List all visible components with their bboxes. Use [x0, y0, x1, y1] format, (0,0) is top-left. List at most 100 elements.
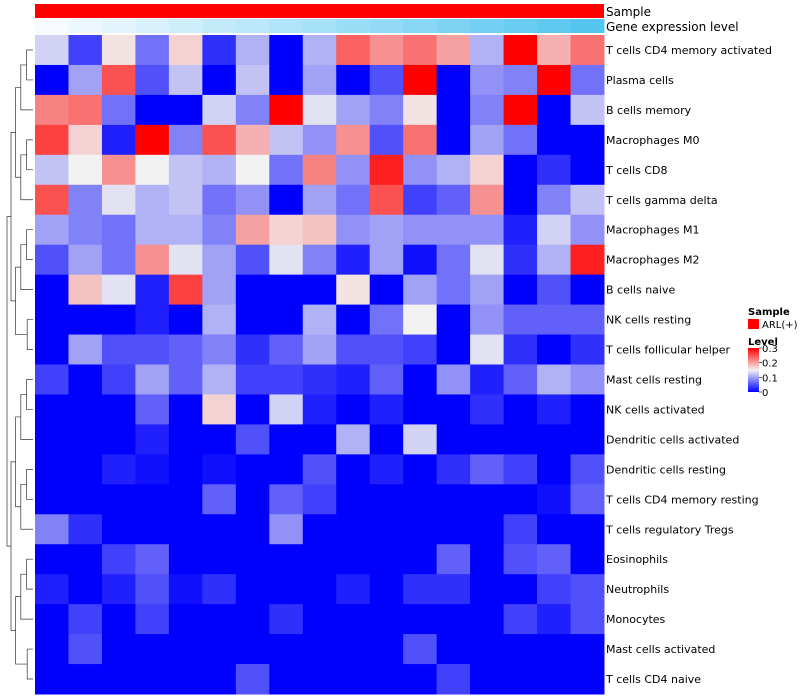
heatmap-cell [403, 454, 438, 485]
heatmap-cell [235, 364, 270, 395]
sample-annotation-label: Sample [606, 5, 651, 19]
heatmap-cell [202, 184, 237, 216]
heatmap-cell [403, 634, 438, 665]
gene-expression-block [168, 19, 203, 33]
heatmap-cell [436, 574, 471, 605]
dendrogram-branch [15, 266, 28, 335]
heatmap-cell [202, 454, 237, 485]
dendrogram-branch [26, 49, 33, 81]
heatmap-cell [336, 394, 371, 425]
heatmap-cell [35, 544, 69, 575]
heatmap-cell [235, 154, 270, 186]
heatmap-cell [269, 394, 304, 425]
heatmap-cell [537, 214, 572, 246]
heatmap-cell [235, 424, 270, 455]
gene-expression-annotation-label: Gene expression level [606, 20, 739, 34]
heatmap-cell [235, 574, 270, 605]
heatmap-cell [68, 484, 103, 515]
heatmap-cell [570, 484, 605, 515]
heatmap-cell [369, 274, 404, 306]
heatmap-cell [235, 184, 270, 216]
heatmap-cell [570, 424, 605, 455]
dendrogram-branch [26, 648, 33, 680]
gene-expression-block [336, 19, 371, 33]
heatmap-cell [302, 454, 337, 485]
heatmap-cell [269, 454, 304, 485]
heatmap-cell [503, 274, 538, 306]
row-label: Macrophages M0 [606, 134, 699, 147]
heatmap-cell [202, 574, 237, 605]
heatmap-cell [269, 334, 304, 365]
heatmap-cell [302, 64, 337, 96]
heatmap-cell [336, 214, 371, 246]
heatmap-cell [537, 514, 572, 545]
heatmap-cell [302, 394, 337, 425]
heatmap-cell [101, 124, 136, 156]
heatmap-cell [369, 544, 404, 575]
row-label: NK cells resting [606, 314, 691, 327]
heatmap-cell [436, 94, 471, 126]
legend: Sample ARL(+) Level 0.3 0.2 0.1 0 [748, 307, 798, 399]
heatmap-cell [135, 154, 170, 186]
heatmap-cell [436, 394, 471, 425]
heatmap-cell [503, 664, 538, 695]
row-label: Plasma cells [606, 74, 674, 87]
heatmap-cell [269, 634, 304, 665]
heatmap-cell [436, 634, 471, 665]
heatmap-cell [537, 604, 572, 635]
heatmap-cell [68, 94, 103, 126]
heatmap-cell [35, 214, 69, 246]
heatmap-cell [537, 94, 572, 126]
heatmap-cell [35, 184, 69, 216]
heatmap-cell [269, 244, 304, 276]
heatmap-cell [235, 604, 270, 635]
heatmap-cell [302, 574, 337, 605]
heatmap-cell [68, 154, 103, 186]
heatmap-cell [68, 304, 103, 336]
heatmap-cell [403, 514, 438, 545]
heatmap-cell [202, 35, 237, 66]
heatmap-cell [336, 424, 371, 455]
heatmap-cell [168, 394, 203, 425]
heatmap-cell [101, 364, 136, 395]
heatmap-cell [369, 154, 404, 186]
heatmap-cell [369, 304, 404, 336]
gene-expression-block [68, 19, 103, 33]
heatmap-cell [135, 664, 170, 695]
dendrogram-branch [26, 229, 33, 261]
heatmap-cell [570, 35, 605, 66]
heatmap-cell [470, 274, 505, 306]
heatmap-cell [202, 634, 237, 665]
row-label: T cells regulatory Tregs [605, 523, 734, 536]
heatmap-cell [135, 64, 170, 96]
heatmap-cell [269, 544, 304, 575]
heatmap-cell [570, 124, 605, 156]
heatmap-cell [35, 364, 69, 395]
heatmap-cell [336, 574, 371, 605]
heatmap-cell [68, 664, 103, 695]
heatmap-cell [168, 604, 203, 635]
heatmap-cell [302, 514, 337, 545]
heatmap-cell [235, 244, 270, 276]
heatmap-cell [503, 304, 538, 336]
heatmap-cell [101, 634, 136, 665]
heatmap-cell [503, 364, 538, 395]
heatmap-cell [570, 304, 605, 336]
heatmap-cell [403, 244, 438, 276]
gene-expression-block [202, 19, 237, 33]
heatmap-cell [537, 334, 572, 365]
heatmap-cell [470, 124, 505, 156]
heatmap-cell [470, 94, 505, 126]
heatmap-cell [302, 244, 337, 276]
heatmap-cell [336, 274, 371, 306]
sample-annotation-bar [35, 4, 604, 18]
heatmap-cell [503, 214, 538, 246]
legend-level-ticks: 0.3 0.2 0.1 0 [759, 344, 778, 399]
legend-level-tick-label: 0 [762, 388, 768, 399]
heatmap-cell [436, 364, 471, 395]
heatmap-cell [336, 35, 371, 66]
heatmap-cell [269, 304, 304, 336]
heatmap-cell [269, 274, 304, 306]
heatmap-cell [302, 634, 337, 665]
heatmap-cell [369, 35, 404, 66]
